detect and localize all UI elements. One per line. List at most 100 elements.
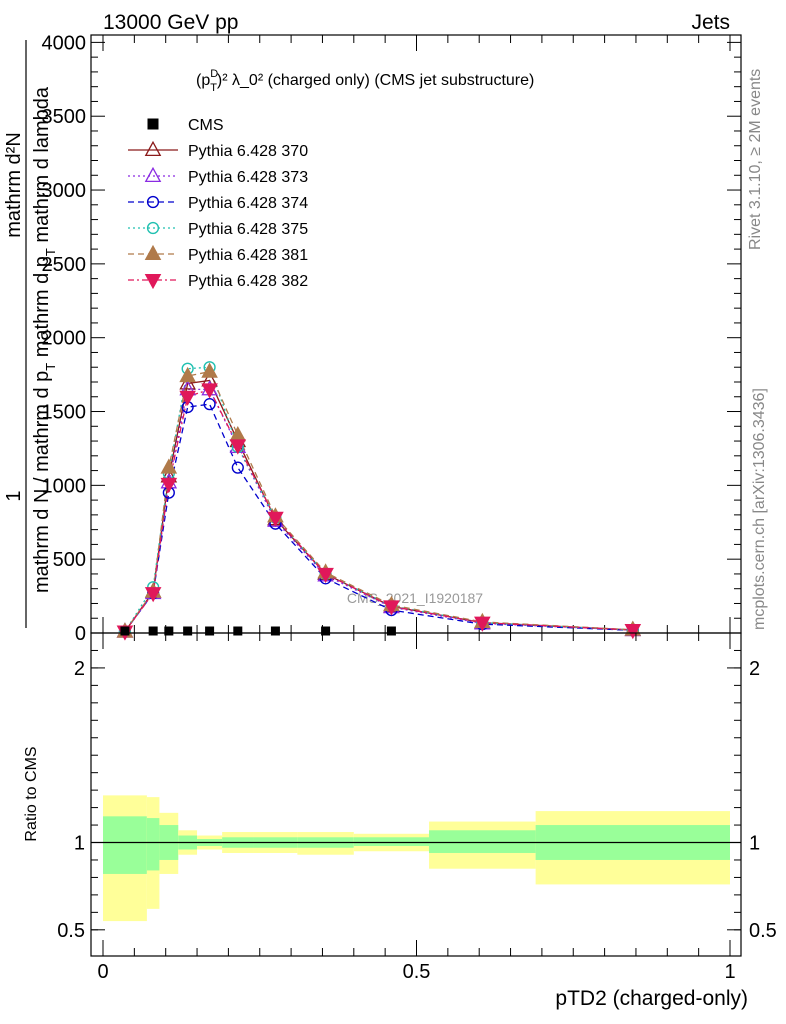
data-point-marker xyxy=(317,567,334,584)
ytick-label: 1500 xyxy=(42,402,87,424)
ratio-ylabel: Ratio to CMS xyxy=(23,746,40,841)
title-suffix: )² λ_0² (charged only) (CMS jet substruc… xyxy=(217,72,534,89)
data-point-marker xyxy=(144,140,162,157)
ylabel-denominator-sub2: T xyxy=(43,248,58,256)
ratio-inner-band xyxy=(353,837,430,847)
series-line xyxy=(124,370,633,632)
data-point-marker xyxy=(233,626,243,636)
series-line xyxy=(124,388,633,632)
data-point-marker xyxy=(146,221,160,235)
xtick-label: 0 xyxy=(97,961,108,983)
x-axis-label: pTD2 (charged-only) xyxy=(555,987,748,1010)
legend-entry: CMS xyxy=(147,117,224,134)
ratio-inner-band xyxy=(429,830,536,853)
legend-entry: Pythia 6.428 381 xyxy=(128,244,308,264)
ratio-inner-band xyxy=(146,818,160,871)
data-point-marker xyxy=(474,616,491,632)
plot-title: (pD T)² λ_0² (charged only) (CMS jet subs… xyxy=(196,68,534,94)
ylabel-denominator: mathrm d N / mathrm d pT mathrm d pT mat… xyxy=(31,86,58,593)
data-point-marker xyxy=(383,600,400,616)
xtick-label: 0.5 xyxy=(403,961,431,983)
data-point-marker xyxy=(270,626,280,636)
ytick-label: 4000 xyxy=(42,32,87,54)
ytick-label: 3500 xyxy=(42,106,87,128)
ratio-inner-band xyxy=(103,816,147,874)
main-plot-yticks: 0 500 1000 1500 2000 2500 3000 3500 4000 xyxy=(42,32,741,645)
legend-label: Pythia 6.428 373 xyxy=(188,169,308,186)
header-collision-label: 13000 GeV pp xyxy=(103,11,238,34)
data-point-marker xyxy=(386,626,396,636)
ratio-ytick-label-right: 1 xyxy=(749,833,760,855)
legend-entry: Pythia 6.428 374 xyxy=(128,195,308,212)
rivet-version-text: Rivet 3.1.10, ≥ 2M events xyxy=(747,69,764,250)
data-point-marker xyxy=(231,461,244,474)
data-point-marker xyxy=(144,273,162,290)
mcplots-reference-text: mcplots.cern.ch [arXiv:1306.3436] xyxy=(751,388,768,630)
data-point-marker xyxy=(179,366,196,383)
data-point-marker xyxy=(624,623,642,640)
legend: CMS Pythia 6.428 370 Pythia 6.428 373 Pythi… xyxy=(128,117,308,290)
ratio-ytick-label-right: 2 xyxy=(749,658,760,680)
legend-entry: Pythia 6.428 370 xyxy=(128,140,308,160)
ylabel-denominator-part2: mathrm d p xyxy=(31,256,53,363)
ytick-label: 0 xyxy=(75,623,86,645)
data-point-marker xyxy=(203,398,216,411)
data-point-marker xyxy=(160,477,178,494)
ratio-ytick-label: 2 xyxy=(74,658,85,680)
ratio-plot-xticks: 0 0.5 1 xyxy=(97,633,736,983)
data-point-marker xyxy=(229,439,247,455)
legend-label: Pythia 6.428 374 xyxy=(188,195,308,212)
title-prefix: (p xyxy=(196,72,210,89)
data-point-marker xyxy=(321,626,331,636)
data-point-marker xyxy=(179,374,196,390)
data-point-marker xyxy=(267,511,284,527)
ylabel-denominator-part1: mathrm d N / mathrm d p xyxy=(31,371,53,593)
header-analysis-label: Jets xyxy=(691,11,730,34)
ylabel-denominator-part3: mathrm d lambda xyxy=(31,86,53,248)
cms-data-markers xyxy=(120,626,396,636)
title-superscript: D xyxy=(210,68,218,80)
ratio-ytick-label-right: 0.5 xyxy=(749,920,777,942)
ylabel-denominator-sub1: T xyxy=(43,363,58,371)
legend-entry: Pythia 6.428 375 xyxy=(128,221,308,238)
data-point-marker xyxy=(201,383,218,399)
data-point-marker xyxy=(205,626,215,636)
ratio-plot-frame xyxy=(90,632,742,957)
ratio-ytick-label: 1 xyxy=(74,833,85,855)
data-point-marker xyxy=(160,458,178,474)
legend-label: Pythia 6.428 375 xyxy=(188,221,308,238)
data-point-marker xyxy=(120,626,130,636)
title-subscript: T xyxy=(210,82,217,94)
data-point-marker xyxy=(144,244,162,261)
data-point-marker xyxy=(164,626,174,636)
ylabel-numerator-one: 1 xyxy=(3,490,25,501)
data-point-marker xyxy=(183,626,193,636)
ratio-plot-yticks: 0.5 0.5 1 1 2 2 xyxy=(57,649,777,942)
data-point-marker xyxy=(144,166,162,183)
ytick-label: 3000 xyxy=(42,180,87,202)
data-point-marker xyxy=(144,587,162,603)
main-plot-xticks xyxy=(102,35,731,633)
data-point-marker xyxy=(201,362,218,378)
ratio-plot-panel: 0.5 0.51 12 2 0 0.5 1 Ratio to CMS pTD2 (char… xyxy=(23,632,777,1010)
legend-label: Pythia 6.428 382 xyxy=(188,273,308,290)
data-point-marker xyxy=(146,195,160,209)
legend-entry: Pythia 6.428 382 xyxy=(128,273,308,290)
ytick-label: 1000 xyxy=(42,475,87,497)
ytick-label: 2500 xyxy=(42,254,87,276)
data-point-marker xyxy=(147,118,159,130)
ylabel-numerator-d2n: mathrm d²N xyxy=(3,132,25,238)
ytick-label: 2000 xyxy=(42,328,87,350)
legend-label: Pythia 6.428 370 xyxy=(188,143,308,160)
ytick-label: 500 xyxy=(53,549,86,571)
data-point-marker xyxy=(148,626,158,636)
data-point-marker xyxy=(179,390,196,406)
xtick-label: 1 xyxy=(724,961,735,983)
svg-text:(pDT)² λ_0² (charged only) (CM: (pD T)² λ_0² (charged only) (CMS jet subs… xyxy=(196,68,534,94)
legend-entry: Pythia 6.428 373 xyxy=(128,166,308,186)
ratio-uncertainty-bands xyxy=(103,795,730,922)
ratio-ytick-label: 0.5 xyxy=(57,920,85,942)
legend-label: Pythia 6.428 381 xyxy=(188,247,308,264)
